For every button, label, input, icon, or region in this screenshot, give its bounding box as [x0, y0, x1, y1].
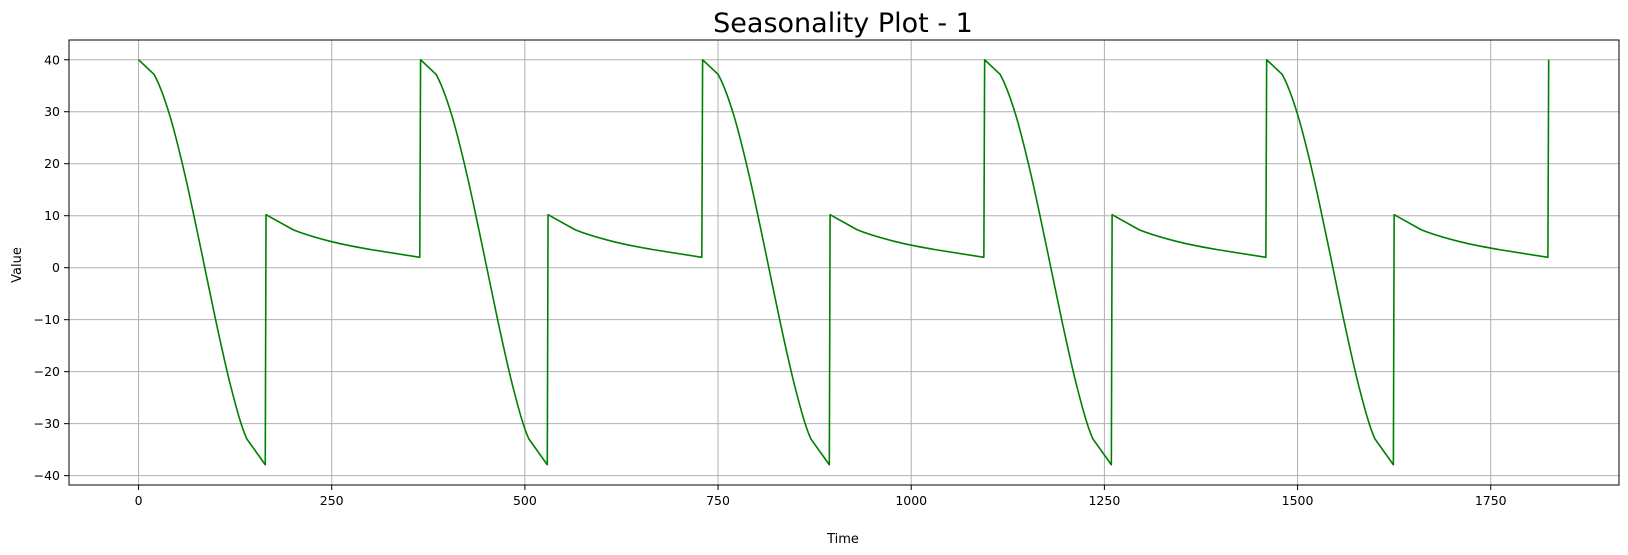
x-tick-label: 0 — [135, 493, 143, 508]
x-tick-label: 250 — [320, 493, 344, 508]
x-tick-label: 1500 — [1282, 493, 1314, 508]
x-tick-label: 500 — [513, 493, 537, 508]
grid — [69, 40, 1619, 485]
y-tick-label: 40 — [44, 52, 60, 67]
y-axis-ticks: −40 −30 −20 −10 0 10 20 30 40 — [34, 52, 69, 483]
y-tick-label: −10 — [34, 312, 60, 327]
x-tick-label: 1250 — [1088, 493, 1120, 508]
y-tick-label: 0 — [52, 260, 60, 275]
series-line — [137, 58, 1550, 466]
x-tick-label: 1000 — [895, 493, 927, 508]
x-tick-label: 750 — [706, 493, 730, 508]
x-axis-ticks: 0 250 500 750 1000 1250 1500 1750 — [135, 485, 1507, 508]
y-tick-label: −20 — [34, 364, 60, 379]
x-axis-label: Time — [826, 532, 859, 547]
chart-title: Seasonality Plot - 1 — [713, 8, 973, 39]
y-axis-label: Value — [10, 247, 25, 283]
series-group — [137, 58, 1550, 466]
x-tick-label: 1750 — [1475, 493, 1507, 508]
y-tick-label: 20 — [44, 156, 60, 171]
y-tick-label: −40 — [34, 468, 60, 483]
y-tick-label: 30 — [44, 104, 60, 119]
y-tick-label: −30 — [34, 416, 60, 431]
plot-frame — [68, 39, 1620, 486]
y-tick-label: 10 — [44, 208, 60, 223]
